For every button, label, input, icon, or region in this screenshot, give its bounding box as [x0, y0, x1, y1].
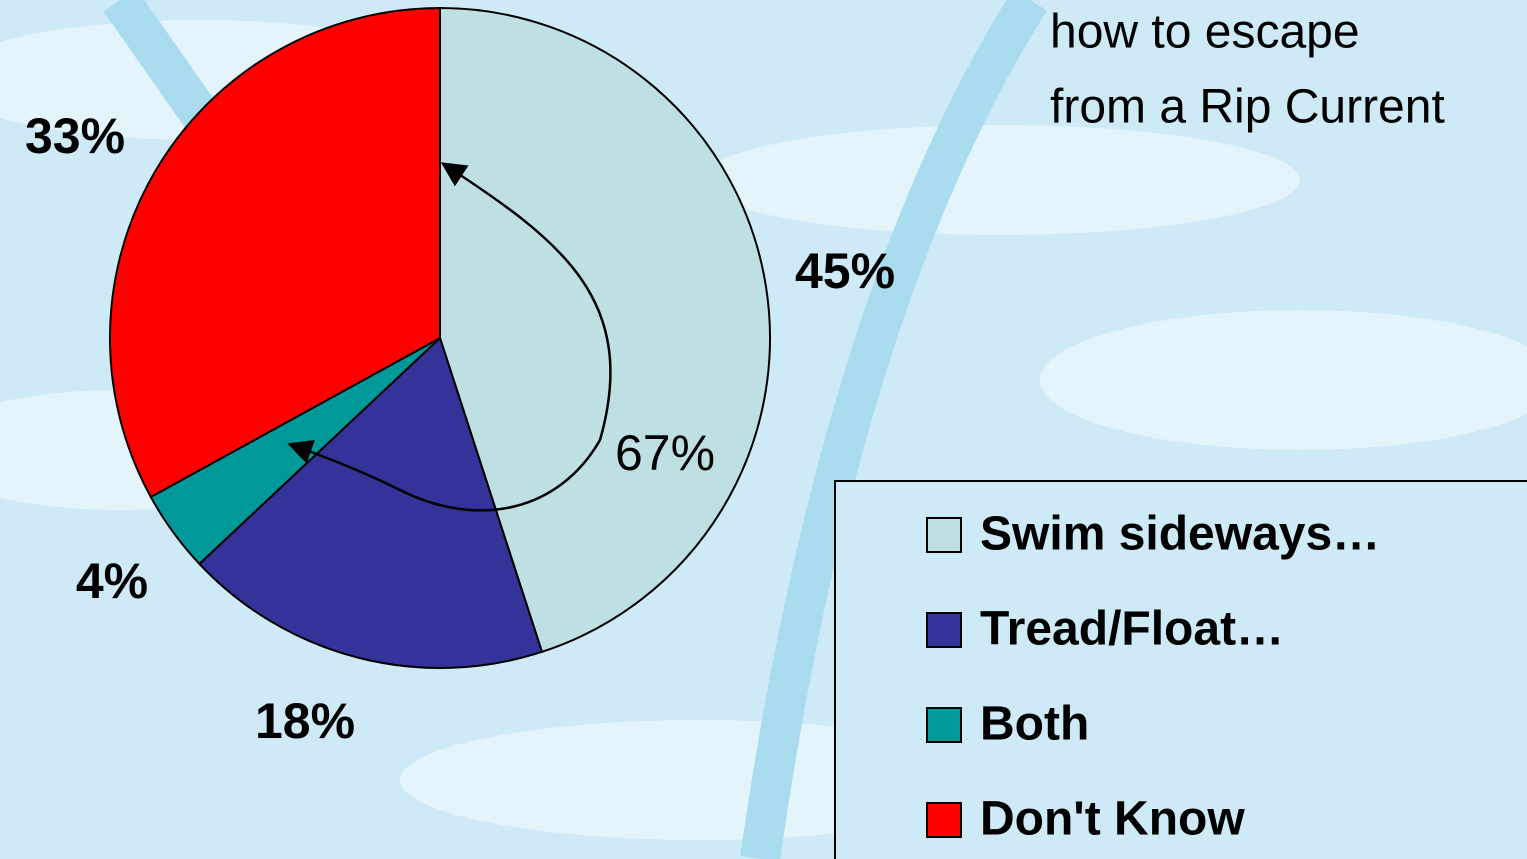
data-label: 4%: [76, 553, 148, 609]
legend-label: Tread/Float…: [980, 603, 1284, 656]
title-line: how to escape: [1050, 6, 1360, 59]
pie-slice: [109, 6, 441, 499]
background-stripe: [740, 0, 1047, 859]
annotation-arrow: [440, 162, 612, 441]
legend-swatch: [926, 517, 962, 553]
legend-label: Both: [980, 698, 1089, 751]
legend-swatch: [926, 707, 962, 743]
annotation: 67%: [615, 425, 715, 481]
data-label: 18%: [255, 693, 355, 749]
title-line: from a Rip Current: [1050, 81, 1445, 134]
data-label: 33%: [25, 108, 125, 164]
data-label: 45%: [795, 243, 895, 299]
legend-label: Swim sideways…: [980, 508, 1380, 561]
legend-swatch: [926, 802, 962, 838]
pie-slice: [198, 336, 544, 669]
annotation-arrow: [287, 439, 602, 512]
legend-label: Don't Know: [980, 793, 1245, 846]
legend-swatch: [926, 612, 962, 648]
legend: Swim sideways… Tread/Float… Both Don't Know: [926, 508, 1380, 846]
